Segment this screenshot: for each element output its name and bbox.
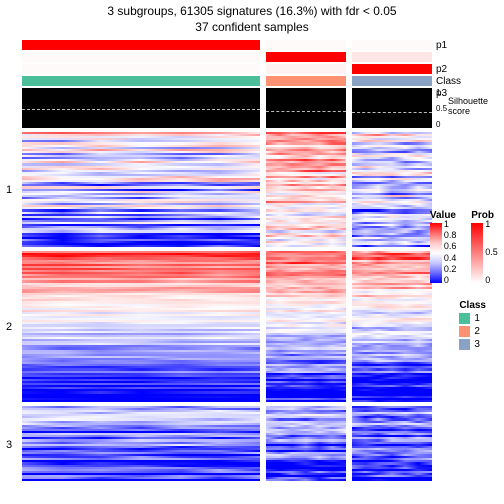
silh-tick: 0.5 bbox=[436, 104, 447, 113]
legend-class-item: 3 bbox=[459, 339, 486, 350]
annot-p3 bbox=[22, 64, 432, 74]
value-legend: Value10.80.60.40.20 bbox=[430, 210, 456, 283]
legend-tick: 1 bbox=[444, 219, 449, 229]
title-line2: 37 confident samples bbox=[0, 20, 504, 36]
legend-class-item: 1 bbox=[459, 313, 486, 324]
row-cluster-label: 3 bbox=[6, 439, 12, 451]
legend-swatch bbox=[459, 326, 470, 337]
legend-tick: 0 bbox=[444, 275, 449, 285]
legend-bar: 10.80.60.40.20 bbox=[430, 223, 442, 283]
legend-title: Prob bbox=[471, 210, 494, 221]
legend-label: 2 bbox=[474, 326, 480, 337]
annot-class bbox=[22, 76, 432, 86]
legend-tick: 0.2 bbox=[444, 264, 457, 274]
silh-tick: 0 bbox=[436, 120, 440, 129]
legend-title: Class bbox=[459, 300, 486, 311]
legend-tick: 0.8 bbox=[444, 230, 457, 240]
legend-tick: 0.5 bbox=[485, 247, 498, 257]
annot-p2 bbox=[22, 52, 432, 62]
label-class: Class bbox=[436, 76, 461, 87]
prob-legend: Prob 10.50 bbox=[471, 210, 494, 283]
legend-tick: 0.6 bbox=[444, 241, 457, 251]
legend-bar: 10.50 bbox=[471, 223, 483, 283]
legend-label: 3 bbox=[474, 339, 480, 350]
annot-silhouette bbox=[22, 88, 432, 128]
legend-label: 1 bbox=[474, 313, 480, 324]
legend-swatch bbox=[459, 313, 470, 324]
label-silhouette: Silhouette score bbox=[448, 96, 488, 116]
legend-swatch bbox=[459, 339, 470, 350]
label-p2: p2 bbox=[436, 64, 447, 75]
annot-p1 bbox=[22, 40, 432, 50]
legend-tick: 0.4 bbox=[444, 253, 457, 263]
legend-class-item: 2 bbox=[459, 326, 486, 337]
label-p1: p1 bbox=[436, 40, 447, 51]
silh-tick: 1 bbox=[436, 88, 440, 97]
legend-tick: 1 bbox=[485, 219, 490, 229]
heatmap bbox=[22, 132, 432, 481]
class-legend: Class 1 2 3 bbox=[459, 300, 486, 350]
title-line1: 3 subgroups, 61305 signatures (16.3%) wi… bbox=[0, 4, 504, 20]
row-cluster-label: 2 bbox=[6, 321, 12, 333]
legend-tick: 0 bbox=[485, 275, 490, 285]
row-cluster-label: 1 bbox=[6, 184, 12, 196]
